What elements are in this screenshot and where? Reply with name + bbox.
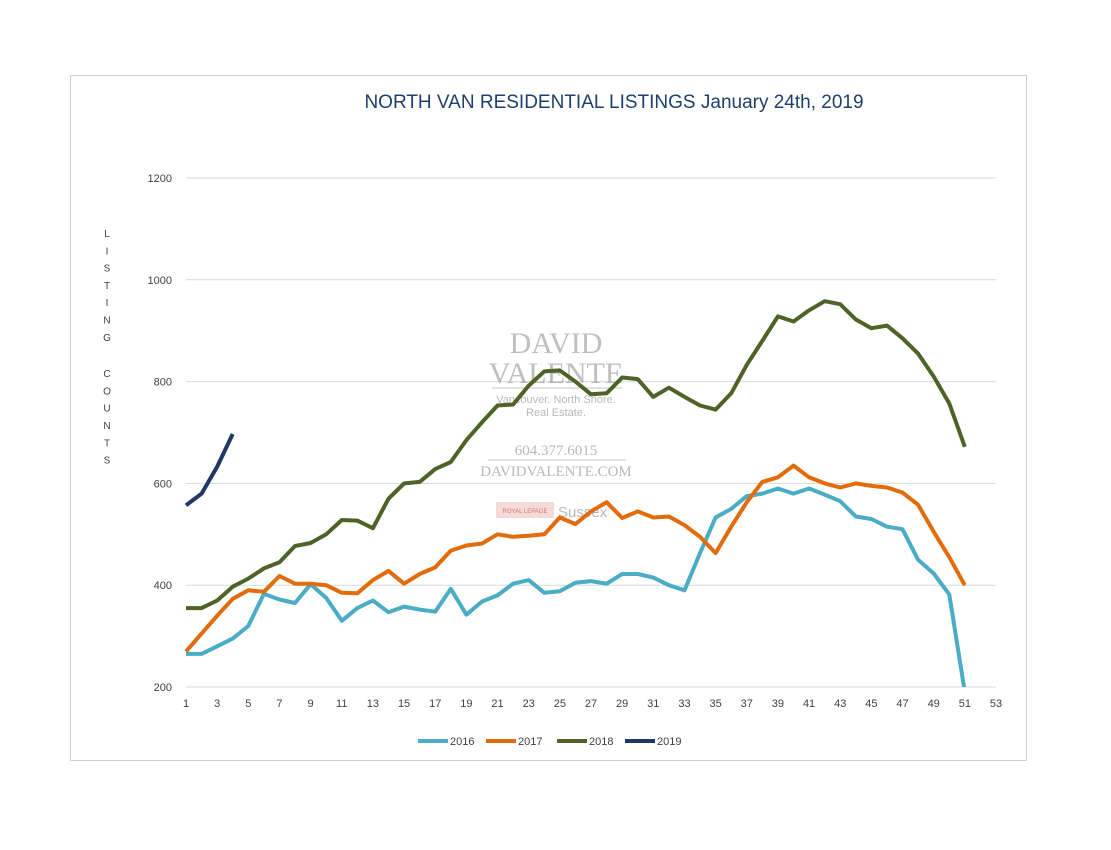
series bbox=[184, 299, 967, 687]
x-tick-label: 45 bbox=[865, 698, 877, 710]
x-tick-label: 23 bbox=[523, 698, 535, 710]
legend-label-2016: 2016 bbox=[450, 736, 474, 748]
x-tick-label: 19 bbox=[460, 698, 472, 710]
watermark-tagline-1: Vancouver. North Shore. bbox=[496, 394, 616, 406]
y-tick-label: 600 bbox=[154, 478, 172, 490]
x-tick-label: 15 bbox=[398, 698, 410, 710]
watermark-brand-small: ROYAL LEPAGE bbox=[503, 509, 548, 515]
y-axis-label-letter: S bbox=[104, 456, 111, 467]
y-axis-label-letter: L bbox=[104, 229, 110, 240]
y-axis-label-letter: G bbox=[103, 333, 111, 344]
watermark-name-last: VALENTE bbox=[489, 357, 623, 390]
legend-label-2019: 2019 bbox=[657, 736, 681, 748]
series-line-2019 bbox=[184, 433, 235, 507]
y-axis-label-letter: N bbox=[103, 421, 110, 432]
y-axis: 200 400 600 800 1000 1200 bbox=[148, 173, 172, 694]
x-tick-label: 37 bbox=[741, 698, 753, 710]
x-tick-label: 21 bbox=[491, 698, 503, 710]
chart-frame bbox=[70, 75, 1027, 761]
x-tick-label: 47 bbox=[896, 698, 908, 710]
y-tick-label: 400 bbox=[154, 580, 172, 592]
x-tick-label: 17 bbox=[429, 698, 441, 710]
series-line-2017 bbox=[184, 463, 967, 653]
chart-title: NORTH VAN RESIDENTIAL LISTINGS January 2… bbox=[364, 92, 863, 113]
y-axis-label-letter: U bbox=[103, 404, 110, 415]
x-tick-label: 13 bbox=[367, 698, 379, 710]
x-tick-label: 49 bbox=[928, 698, 940, 710]
y-tick-label: 200 bbox=[154, 682, 172, 694]
y-axis-label-letter: I bbox=[106, 298, 109, 309]
x-tick-label: 11 bbox=[336, 698, 347, 710]
y-axis-label-letter: S bbox=[104, 264, 111, 275]
x-tick-label: 31 bbox=[647, 698, 659, 710]
x-tick-label: 35 bbox=[709, 698, 721, 710]
x-tick-label: 7 bbox=[276, 698, 282, 710]
watermark-phone: 604.377.6015 bbox=[515, 443, 598, 459]
y-axis-label-letter: T bbox=[104, 438, 110, 449]
series-line-2016 bbox=[186, 486, 967, 687]
watermark-name-first: DAVID bbox=[510, 327, 603, 360]
x-tick-label: 33 bbox=[678, 698, 690, 710]
x-tick-label: 1 bbox=[183, 698, 189, 710]
x-tick-label: 53 bbox=[990, 698, 1002, 710]
watermark-website: DAVIDVALENTE.COM bbox=[480, 464, 632, 480]
y-tick-label: 800 bbox=[154, 377, 172, 389]
y-axis-label-letter: I bbox=[106, 246, 109, 257]
x-axis: 1 3 5 7 9 11 13 15 17 19 21 23 25 27 29 31 33 35 37 39 41 43 4… bbox=[183, 698, 1002, 710]
x-tick-label: 51 bbox=[959, 698, 971, 710]
watermark-tagline-2: Real Estate. bbox=[526, 407, 586, 419]
legend: 2016 2017 2018 2019 bbox=[418, 736, 681, 748]
watermark-brand-box bbox=[496, 502, 554, 518]
x-tick-label: 3 bbox=[214, 698, 220, 710]
y-tick-label: 1000 bbox=[148, 275, 172, 287]
series-line-2018 bbox=[186, 299, 967, 611]
legend-label-2017: 2017 bbox=[518, 736, 542, 748]
x-tick-label: 9 bbox=[308, 698, 314, 710]
x-tick-label: 39 bbox=[772, 698, 784, 710]
x-tick-label: 5 bbox=[245, 698, 251, 710]
x-tick-label: 43 bbox=[834, 698, 846, 710]
x-tick-label: 41 bbox=[803, 698, 815, 710]
y-axis-label-letter: C bbox=[103, 369, 110, 380]
watermark: DAVID VALENTE Vancouver. North Shore. Re… bbox=[480, 327, 632, 521]
y-axis-label-letter: N bbox=[103, 316, 110, 327]
legend-label-2018: 2018 bbox=[589, 736, 613, 748]
x-tick-label: 25 bbox=[554, 698, 566, 710]
y-axis-label-letter: O bbox=[103, 386, 111, 397]
x-tick-label: 29 bbox=[616, 698, 628, 710]
y-axis-label-letter: T bbox=[104, 281, 110, 292]
x-tick-label: 27 bbox=[585, 698, 597, 710]
y-tick-label: 1200 bbox=[148, 173, 172, 185]
